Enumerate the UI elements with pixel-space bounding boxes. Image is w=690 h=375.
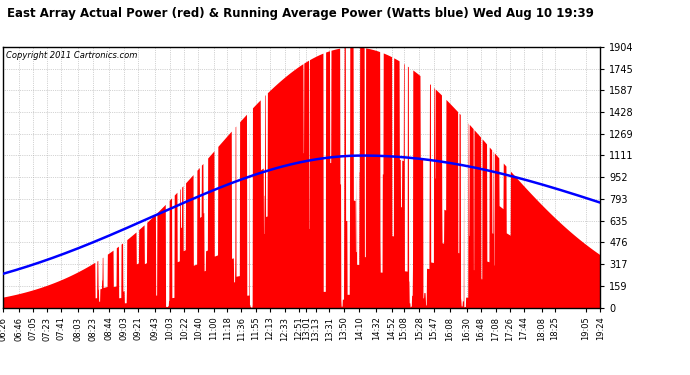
Text: Copyright 2011 Cartronics.com: Copyright 2011 Cartronics.com — [6, 51, 138, 60]
Text: East Array Actual Power (red) & Running Average Power (Watts blue) Wed Aug 10 19: East Array Actual Power (red) & Running … — [7, 7, 594, 20]
